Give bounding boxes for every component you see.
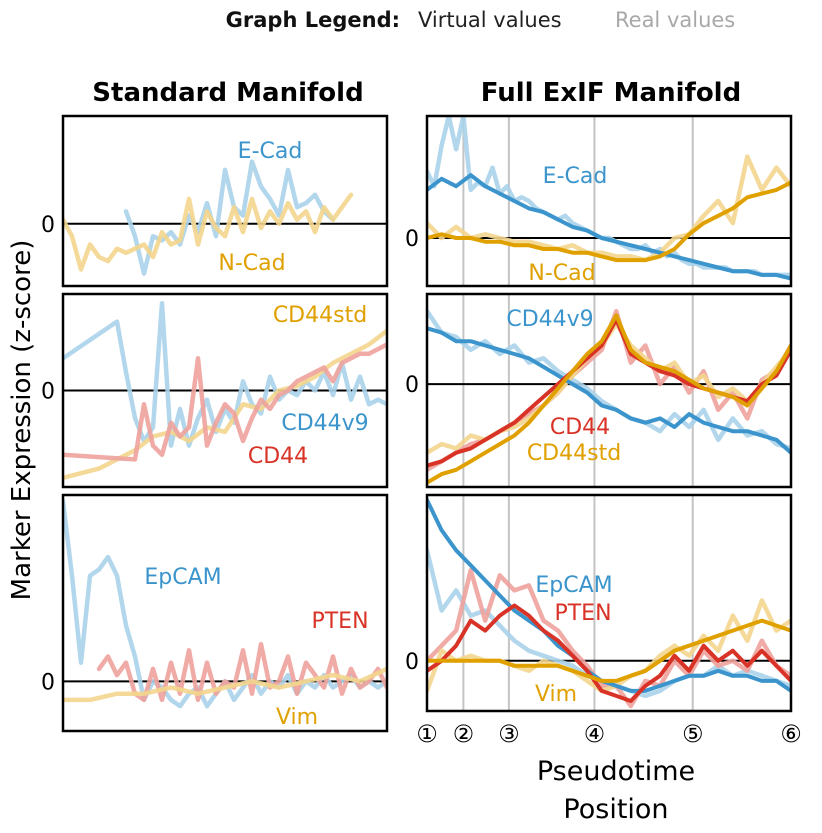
pseudotime-marker-5: ⑤	[682, 720, 704, 748]
zero-tick-label: 0	[41, 213, 55, 238]
panel-exif-top: 0 E-Cad N-Cad	[405, 114, 793, 288]
series-label-e-cad: E-Cad	[238, 139, 303, 164]
series-label-cd44v9: CD44v9	[281, 411, 368, 436]
series-line-e-cad-real	[427, 116, 791, 278]
series-line-cd44-real	[63, 342, 387, 462]
series-label-epcam: EpCAM	[144, 565, 221, 590]
panel-exif-bottom: 0 EpCAM PTEN Vim	[405, 493, 793, 713]
series-line-cd44v9-virtual	[427, 326, 791, 455]
zero-tick-label: 0	[41, 670, 55, 695]
series-line-vim-virtual	[427, 618, 791, 683]
series-line-vim-real	[63, 666, 387, 703]
series-line-n-cad-real	[427, 154, 791, 263]
series-label-cd44v9: CD44v9	[506, 307, 593, 332]
series-label-vim: Vim	[276, 705, 318, 730]
legend-title: Graph Legend:	[226, 8, 400, 32]
series-group	[427, 498, 791, 709]
series-line-pten-real	[427, 568, 791, 709]
series-group	[427, 116, 791, 281]
pseudotime-marker-2: ②	[453, 720, 475, 748]
series-line-epcam-virtual	[427, 498, 791, 693]
panel-frame	[425, 493, 793, 713]
pseudotime-marker-1: ①	[416, 720, 438, 748]
series-group	[63, 159, 354, 276]
series-label-cd44std: CD44std	[527, 441, 621, 466]
zero-tick-label: 0	[405, 227, 419, 252]
pseudotime-marker-4: ④	[584, 720, 606, 748]
series-group	[63, 300, 387, 481]
series-label-cd44std: CD44std	[273, 303, 367, 328]
series-label-cd44: CD44	[550, 415, 610, 440]
legend-virtual-label: Virtual values	[418, 8, 562, 32]
series-label-vim: Vim	[535, 682, 577, 707]
panel-frame	[425, 292, 793, 489]
series-group	[63, 498, 387, 709]
panel-frame	[61, 292, 389, 489]
series-line-n-cad-virtual	[427, 180, 791, 263]
series-label-n-cad: N-Cad	[218, 251, 285, 276]
panel-frame	[61, 114, 389, 288]
panel-frame	[61, 493, 389, 733]
series-label-pten: PTEN	[311, 609, 368, 634]
panel-standard-top: 0 E-Cad N-Cad	[41, 114, 389, 288]
x-axis-label-line1: Pseudotime	[537, 756, 695, 787]
panel-standard-bottom: 0 EpCAM PTEN Vim	[41, 493, 389, 733]
x-axis-label-line2: Position	[563, 794, 668, 825]
series-line-e-cad-virtual	[427, 173, 791, 281]
pseudotime-marker-3: ③	[498, 720, 520, 748]
series-label-pten: PTEN	[554, 601, 611, 626]
zero-tick-label: 0	[405, 650, 419, 675]
series-line-pten-virtual	[427, 603, 791, 703]
panels: 0 E-Cad N-Cad 0 CD44std CD44v9 CD44 0 EpCAM PTEN V…	[41, 114, 793, 733]
left-column-title: Standard Manifold	[92, 78, 363, 108]
series-line-n-cad-real	[63, 192, 354, 272]
legend-real-label: Real values	[615, 8, 735, 32]
panel-standard-middle: 0 CD44std CD44v9 CD44	[41, 292, 389, 489]
series-label-epcam: EpCAM	[535, 573, 612, 598]
zero-tick-label: 0	[405, 373, 419, 398]
pseudotime-marker-6: ⑥	[780, 720, 802, 748]
series-line-cd44std-virtual	[427, 313, 791, 485]
series-group	[427, 308, 791, 485]
series-line-cd44v9-real	[427, 308, 791, 451]
series-label-n-cad: N-Cad	[528, 261, 595, 286]
series-label-cd44: CD44	[248, 444, 308, 469]
right-column-title: Full ExIF Manifold	[481, 78, 741, 108]
series-label-e-cad: E-Cad	[543, 164, 608, 189]
series-line-pten-real	[96, 641, 387, 703]
zero-tick-label: 0	[41, 380, 55, 405]
panel-frame	[425, 114, 793, 288]
y-axis-label: Marker Expression (z-score)	[7, 240, 37, 601]
